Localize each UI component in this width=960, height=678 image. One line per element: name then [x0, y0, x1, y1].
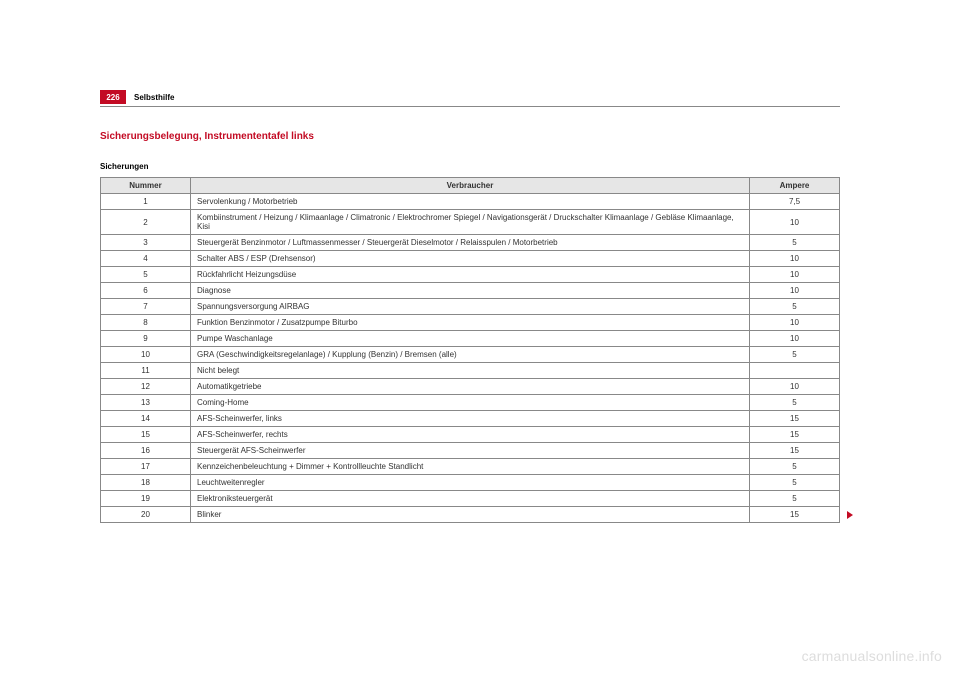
- cell-number: 13: [101, 395, 191, 411]
- cell-number: 10: [101, 347, 191, 363]
- watermark: carmanualsonline.info: [802, 648, 942, 664]
- section-title: Sicherungsbelegung, Instrumententafel li…: [100, 131, 840, 142]
- table-row: 14AFS-Scheinwerfer, links15: [101, 411, 840, 427]
- cell-consumer: Automatikgetriebe: [191, 379, 750, 395]
- cell-ampere: 5: [750, 235, 840, 251]
- cell-number: 6: [101, 283, 191, 299]
- fuse-table: Nummer Verbraucher Ampere 1Servolenkung …: [100, 177, 840, 523]
- cell-number: 19: [101, 491, 191, 507]
- cell-ampere: 5: [750, 491, 840, 507]
- table-row: 16Steuergerät AFS-Scheinwerfer15: [101, 443, 840, 459]
- cell-consumer: GRA (Geschwindigkeitsregelanlage) / Kupp…: [191, 347, 750, 363]
- table-row: 8Funktion Benzinmotor / Zusatzpumpe Bitu…: [101, 315, 840, 331]
- cell-consumer: Kombiinstrument / Heizung / Klimaanlage …: [191, 210, 750, 235]
- page-header: 226 Selbsthilfe: [100, 90, 840, 104]
- cell-ampere: 10: [750, 379, 840, 395]
- cell-ampere: 7,5: [750, 194, 840, 210]
- cell-number: 14: [101, 411, 191, 427]
- page-content: 226 Selbsthilfe Sicherungsbelegung, Inst…: [100, 90, 840, 523]
- table-row: 10GRA (Geschwindigkeitsregelanlage) / Ku…: [101, 347, 840, 363]
- cell-consumer: AFS-Scheinwerfer, rechts: [191, 427, 750, 443]
- cell-consumer: Blinker: [191, 507, 750, 523]
- chapter-title: Selbsthilfe: [126, 90, 174, 104]
- cell-ampere: 15: [750, 443, 840, 459]
- cell-consumer: Diagnose: [191, 283, 750, 299]
- header-rule: [100, 106, 840, 107]
- cell-ampere: 10: [750, 210, 840, 235]
- cell-ampere: 10: [750, 283, 840, 299]
- table-row: 11Nicht belegt: [101, 363, 840, 379]
- cell-consumer: Coming-Home: [191, 395, 750, 411]
- table-row: 6Diagnose10: [101, 283, 840, 299]
- cell-consumer: Spannungsversorgung AIRBAG: [191, 299, 750, 315]
- cell-number: 18: [101, 475, 191, 491]
- table-row: 2Kombiinstrument / Heizung / Klimaanlage…: [101, 210, 840, 235]
- cell-number: 9: [101, 331, 191, 347]
- cell-consumer: Steuergerät Benzinmotor / Luftmassenmess…: [191, 235, 750, 251]
- cell-consumer: Pumpe Waschanlage: [191, 331, 750, 347]
- cell-number: 7: [101, 299, 191, 315]
- table-row: 19Elektroniksteuergerät5: [101, 491, 840, 507]
- cell-consumer: Leuchtweitenregler: [191, 475, 750, 491]
- cell-consumer: Steuergerät AFS-Scheinwerfer: [191, 443, 750, 459]
- th-number: Nummer: [101, 178, 191, 194]
- table-row: 9Pumpe Waschanlage10: [101, 331, 840, 347]
- page-number: 226: [100, 90, 126, 104]
- table-row: 5Rückfahrlicht Heizungsdüse10: [101, 267, 840, 283]
- cell-consumer: Schalter ABS / ESP (Drehsensor): [191, 251, 750, 267]
- cell-number: 12: [101, 379, 191, 395]
- table-row: 13Coming-Home5: [101, 395, 840, 411]
- table-row: 1Servolenkung / Motorbetrieb7,5: [101, 194, 840, 210]
- cell-ampere: [750, 363, 840, 379]
- cell-number: 8: [101, 315, 191, 331]
- cell-ampere: 15: [750, 507, 840, 523]
- cell-number: 17: [101, 459, 191, 475]
- cell-number: 20: [101, 507, 191, 523]
- cell-number: 1: [101, 194, 191, 210]
- table-row: 18Leuchtweitenregler5: [101, 475, 840, 491]
- table-row: 20Blinker15: [101, 507, 840, 523]
- cell-ampere: 5: [750, 347, 840, 363]
- cell-number: 15: [101, 427, 191, 443]
- cell-consumer: Funktion Benzinmotor / Zusatzpumpe Bitur…: [191, 315, 750, 331]
- table-row: 7Spannungsversorgung AIRBAG5: [101, 299, 840, 315]
- cell-ampere: 5: [750, 299, 840, 315]
- cell-number: 4: [101, 251, 191, 267]
- cell-number: 16: [101, 443, 191, 459]
- cell-ampere: 5: [750, 475, 840, 491]
- cell-number: 11: [101, 363, 191, 379]
- table-header-row: Nummer Verbraucher Ampere: [101, 178, 840, 194]
- table-row: 3Steuergerät Benzinmotor / Luftmassenmes…: [101, 235, 840, 251]
- cell-consumer: AFS-Scheinwerfer, links: [191, 411, 750, 427]
- cell-consumer: Nicht belegt: [191, 363, 750, 379]
- continue-arrow-icon: [847, 511, 853, 519]
- cell-ampere: 5: [750, 395, 840, 411]
- table-row: 4Schalter ABS / ESP (Drehsensor)10: [101, 251, 840, 267]
- th-ampere: Ampere: [750, 178, 840, 194]
- cell-ampere: 15: [750, 427, 840, 443]
- cell-ampere: 10: [750, 315, 840, 331]
- cell-consumer: Kennzeichenbeleuchtung + Dimmer + Kontro…: [191, 459, 750, 475]
- subheading: Sicherungen: [100, 162, 840, 171]
- cell-consumer: Rückfahrlicht Heizungsdüse: [191, 267, 750, 283]
- cell-ampere: 10: [750, 267, 840, 283]
- cell-consumer: Elektroniksteuergerät: [191, 491, 750, 507]
- table-row: 12Automatikgetriebe10: [101, 379, 840, 395]
- cell-number: 2: [101, 210, 191, 235]
- table-row: 17Kennzeichenbeleuchtung + Dimmer + Kont…: [101, 459, 840, 475]
- cell-ampere: 15: [750, 411, 840, 427]
- th-consumer: Verbraucher: [191, 178, 750, 194]
- cell-ampere: 10: [750, 251, 840, 267]
- cell-number: 3: [101, 235, 191, 251]
- cell-number: 5: [101, 267, 191, 283]
- cell-ampere: 5: [750, 459, 840, 475]
- cell-consumer: Servolenkung / Motorbetrieb: [191, 194, 750, 210]
- cell-ampere: 10: [750, 331, 840, 347]
- table-row: 15AFS-Scheinwerfer, rechts15: [101, 427, 840, 443]
